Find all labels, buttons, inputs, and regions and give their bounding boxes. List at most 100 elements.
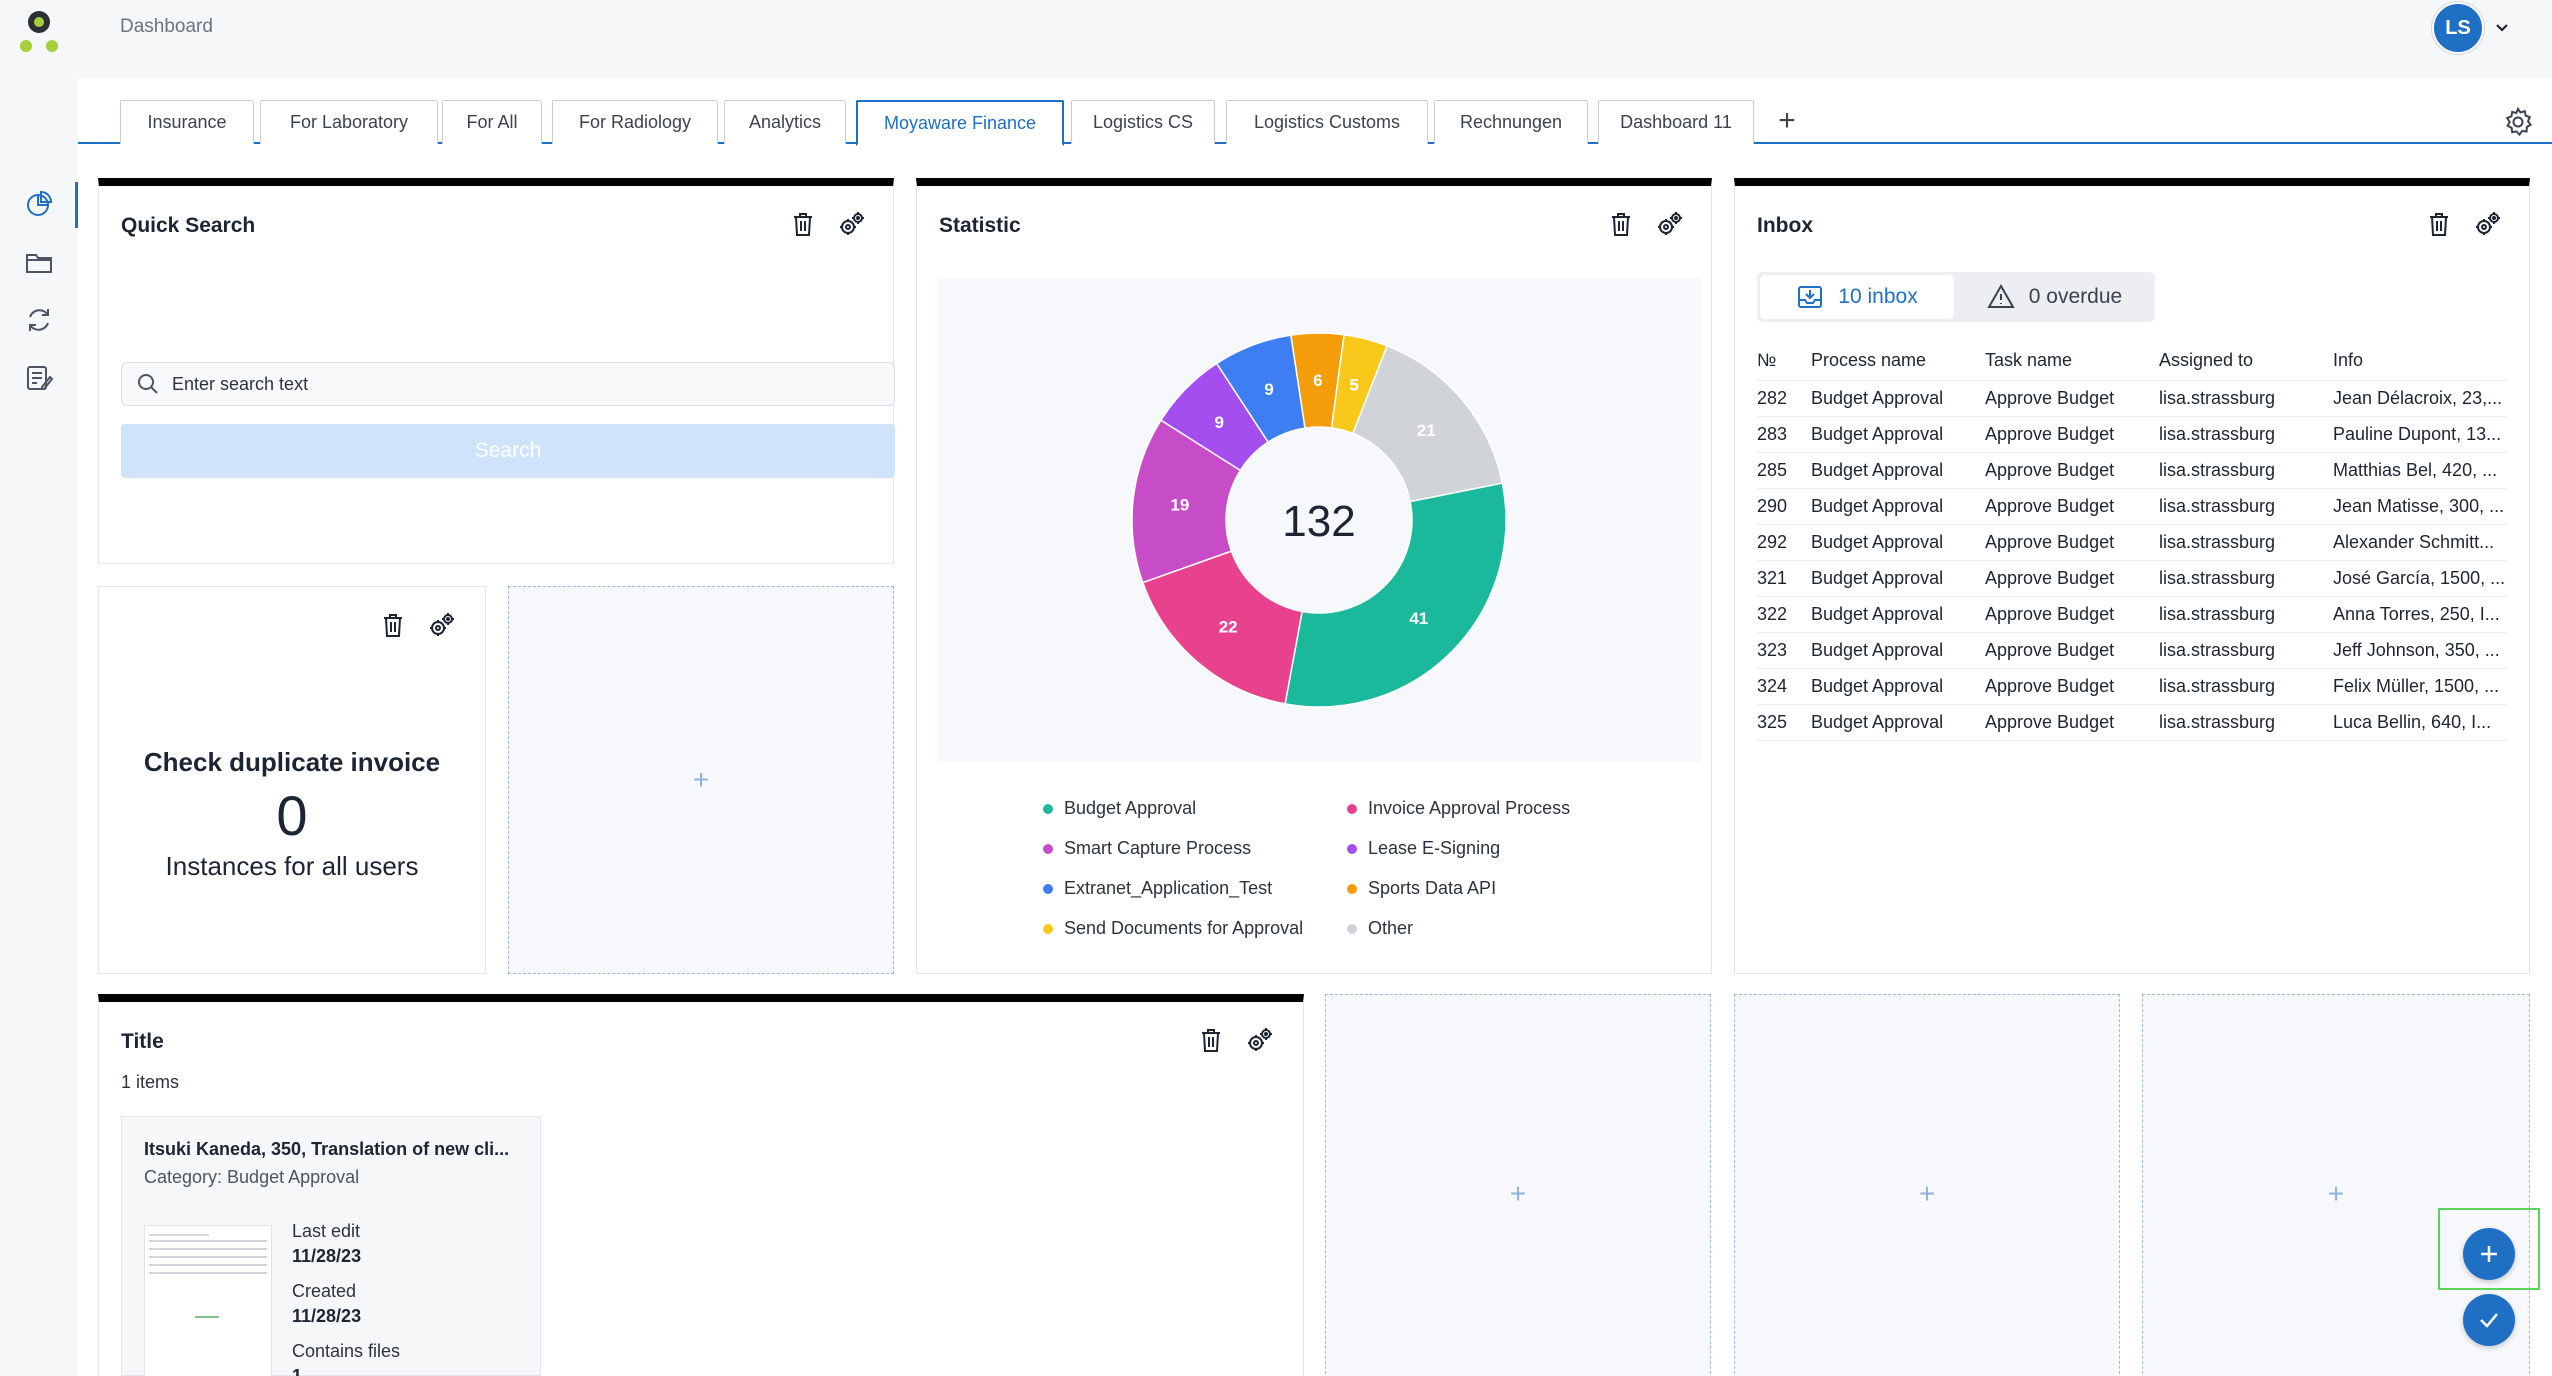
table-cell: Jean Délacroix, 23,... [2333,379,2507,416]
trash-icon [384,614,402,637]
delete-widget-button[interactable] [379,611,409,641]
legend-item[interactable]: Lease E-Signing [1347,838,1500,859]
donut-slice[interactable] [1159,362,1270,472]
legend-swatch [1043,923,1053,934]
table-row[interactable]: 283 Budget Approval Approve Budget lisa.str… [1757,415,2507,452]
add-widget-button[interactable] [2463,1228,2515,1280]
empty-widget-slot[interactable]: + [508,586,894,974]
tab-for-all[interactable]: For All [442,100,542,144]
table-cell: Matthias Bel, 420, ... [2333,451,2507,488]
table-cell: 321 [1757,559,1811,596]
table-row[interactable]: 282 Budget Approval Approve Budget lisa.str… [1757,379,2507,416]
tab-for-laboratory[interactable]: For Laboratory [260,100,438,144]
tab-for-radiology[interactable]: For Radiology [552,100,718,144]
inbox-filter-button[interactable]: 10 inbox [1760,275,1954,319]
rail-dashboard[interactable] [0,176,78,232]
donut-total: 132 [1282,497,1355,546]
inbox-table: № Process name Task name Assigned to Inf… [1757,342,2507,741]
trash-icon [1612,213,1630,236]
configure-widget-button[interactable] [1245,1026,1275,1056]
column-header[interactable]: Info [2333,350,2364,371]
table-cell: Jeff Johnson, 350, ... [2333,631,2507,668]
legend-item[interactable]: Extranet_Application_Test [1043,878,1272,899]
table-row[interactable]: 323 Budget Approval Approve Budget lisa.str… [1757,631,2507,668]
empty-widget-slot[interactable]: + [1325,994,1711,1376]
table-row[interactable]: 290 Budget Approval Approve Budget lisa.str… [1757,487,2507,524]
configure-widget-button[interactable] [427,611,457,641]
trash-icon [1202,1029,1220,1052]
column-header[interactable]: Assigned to [2159,350,2254,371]
table-cell: lisa.strassburg [2159,631,2333,668]
document-card[interactable]: Itsuki Kaneda, 350, Translation of new c… [121,1116,541,1376]
rail-tasks[interactable] [0,350,78,406]
items-count: 1 items [121,1072,180,1092]
table-row[interactable]: 285 Budget Approval Approve Budget lisa.str… [1757,451,2507,488]
column-header[interactable]: № [1757,350,1777,371]
plus-icon [2481,1246,2497,1262]
table-row[interactable]: 321 Budget Approval Approve Budget lisa.str… [1757,559,2507,596]
configure-widget-button[interactable] [837,210,867,240]
delete-widget-button[interactable] [1607,210,1637,240]
table-cell: Jean Matisse, 300, ... [2333,487,2507,524]
chevron-down-icon[interactable] [2492,18,2512,38]
configure-widget-button[interactable] [1655,210,1685,240]
tab-logistics-customs[interactable]: Logistics Customs [1226,100,1428,144]
table-row[interactable]: 322 Budget Approval Approve Budget lisa.str… [1757,595,2507,632]
legend-item[interactable]: Budget Approval [1043,798,1196,819]
delete-widget-button[interactable] [1197,1026,1227,1056]
gear-icon[interactable] [2502,106,2534,138]
delete-widget-button[interactable] [789,210,819,240]
highlight-box [2438,1208,2540,1290]
add-tab-button[interactable]: + [1778,104,1796,137]
legend-item[interactable]: Smart Capture Process [1043,838,1251,859]
table-cell: Budget Approval [1811,487,1985,524]
legend-item[interactable]: Other [1347,918,1413,939]
card-category: Category: Budget Approval [144,1167,360,1187]
table-row[interactable]: 325 Budget Approval Approve Budget lisa.str… [1757,703,2507,741]
donut-slice[interactable] [1284,482,1507,708]
table-cell: Approve Budget [1985,667,2159,704]
rail-processes[interactable] [0,292,78,348]
configure-widget-button[interactable] [2473,210,2503,240]
legend-item[interactable]: Send Documents for Approval [1043,918,1303,939]
search-button[interactable]: Search [121,424,895,478]
column-header[interactable]: Task name [1985,350,2073,371]
table-cell: lisa.strassburg [2159,559,2333,596]
legend-label: Lease E-Signing [1368,838,1501,858]
table-cell: Approve Budget [1985,379,2159,416]
table-cell: lisa.strassburg [2159,703,2333,741]
slice-value-label: 9 [1214,413,1223,432]
search-field[interactable] [121,362,895,406]
table-cell: lisa.strassburg [2159,487,2333,524]
app-logo[interactable] [18,10,60,54]
tab-analytics[interactable]: Analytics [724,100,846,144]
table-cell: lisa.strassburg [2159,451,2333,488]
document-thumbnail[interactable] [144,1225,272,1376]
legend-swatch [1043,843,1053,854]
empty-widget-slot[interactable]: + [1734,994,2120,1376]
tab-moyaware-finance[interactable]: Moyaware Finance [856,100,1064,146]
donut-slice[interactable] [1141,550,1304,705]
legend-item[interactable]: Invoice Approval Process [1347,798,1570,819]
user-avatar[interactable]: LS [2432,2,2484,54]
warning-icon [1987,283,2015,308]
rail-files[interactable] [0,234,78,290]
table-cell: Approve Budget [1985,415,2159,452]
legend-item[interactable]: Sports Data API [1347,878,1496,899]
donut-slice[interactable] [1351,344,1504,503]
overdue-filter-button[interactable]: 0 overdue [1957,275,2152,319]
table-cell: Approve Budget [1985,703,2159,741]
slice-value-label: 41 [1409,609,1428,628]
delete-widget-button[interactable] [2425,210,2455,240]
tab-insurance[interactable]: Insurance [120,100,254,144]
search-input[interactable] [172,373,872,395]
column-header[interactable]: Process name [1811,350,1927,371]
tab-dashboard-11[interactable]: Dashboard 11 [1598,100,1754,144]
table-cell: lisa.strassburg [2159,379,2333,416]
table-row[interactable]: 324 Budget Approval Approve Budget lisa.str… [1757,667,2507,704]
save-layout-button[interactable] [2463,1294,2515,1346]
table-row[interactable]: 292 Budget Approval Approve Budget lisa.str… [1757,523,2507,560]
tab-logistics-cs[interactable]: Logistics CS [1071,100,1215,144]
legend-swatch [1347,843,1357,854]
tab-rechnungen[interactable]: Rechnungen [1434,100,1588,144]
